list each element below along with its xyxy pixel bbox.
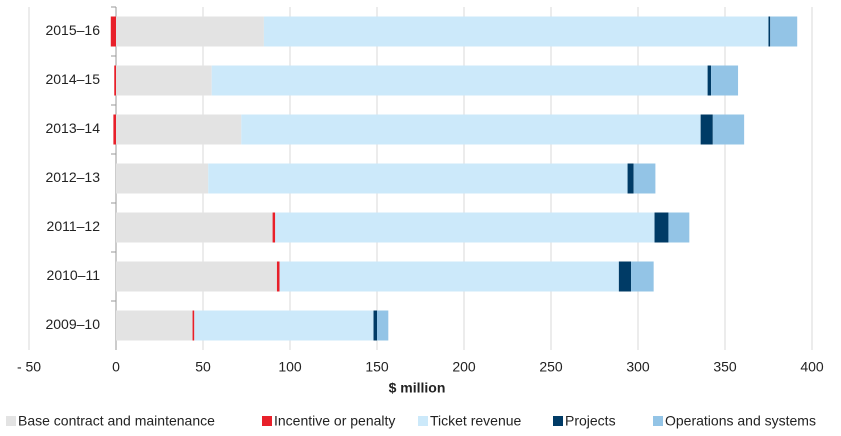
bar-segment xyxy=(113,114,116,145)
legend-swatch xyxy=(6,416,16,426)
bar-segment xyxy=(116,65,212,96)
bar-segment xyxy=(208,163,628,194)
x-tick-label: 150 xyxy=(365,359,389,375)
bar-segment xyxy=(668,212,690,243)
legend-label: Operations and systems xyxy=(665,413,816,429)
legend-swatch xyxy=(553,416,563,426)
legend-swatch xyxy=(418,416,428,426)
bar-segment xyxy=(110,16,116,47)
y-tick-label: 2009–10 xyxy=(45,316,100,332)
bar-segment xyxy=(192,310,195,341)
x-tick-label: 250 xyxy=(539,359,563,375)
x-tick-label: 350 xyxy=(713,359,737,375)
x-tick-label: 300 xyxy=(626,359,650,375)
bar-segment xyxy=(373,310,377,341)
bar-segment xyxy=(377,310,389,341)
x-axis-label: $ million xyxy=(389,380,446,396)
bar-segment xyxy=(116,163,209,194)
y-tick-label: 2011–12 xyxy=(47,218,101,234)
x-tick-label: 50 xyxy=(195,359,211,375)
bar-segment xyxy=(116,212,273,243)
bar-segment xyxy=(633,163,656,194)
legend-label: Projects xyxy=(565,413,616,429)
bar-segment xyxy=(263,16,769,47)
legend-swatch xyxy=(262,416,272,426)
bar-segment xyxy=(114,65,116,96)
bar-segment xyxy=(631,261,654,292)
bar-segment xyxy=(116,310,193,341)
bar-segment xyxy=(627,163,634,194)
bar-segment xyxy=(770,16,798,47)
bar-segment xyxy=(711,65,739,96)
x-tick-label: 0 xyxy=(112,359,120,375)
legend-label: Incentive or penalty xyxy=(274,413,395,429)
x-tick-label: 200 xyxy=(452,359,476,375)
x-tick-label: - 50 xyxy=(17,359,41,375)
bar-segment xyxy=(194,310,374,341)
bar-segment xyxy=(211,65,708,96)
bar-segment xyxy=(275,212,655,243)
y-tick-label: 2010–11 xyxy=(47,267,101,283)
y-tick-label: 2015–16 xyxy=(45,22,100,38)
bar-segment xyxy=(279,261,619,292)
bar-segment xyxy=(707,65,712,96)
bar-segment xyxy=(768,16,771,47)
legend-label: Base contract and maintenance xyxy=(18,413,215,429)
bar-segment xyxy=(276,261,280,292)
y-tick-label: 2013–14 xyxy=(45,120,100,136)
legend-label: Ticket revenue xyxy=(430,413,522,429)
legend-swatch xyxy=(653,416,663,426)
bar-segment xyxy=(116,114,242,145)
y-tick-label: 2012–13 xyxy=(45,169,100,185)
x-tick-label: 100 xyxy=(278,359,302,375)
bar-segment xyxy=(654,212,669,243)
bar-segment xyxy=(116,261,277,292)
bar-segment xyxy=(241,114,701,145)
y-tick-label: 2014–15 xyxy=(45,71,100,87)
bar-segment xyxy=(116,16,264,47)
bar-segment xyxy=(700,114,713,145)
x-tick-label: 400 xyxy=(800,359,824,375)
bar-segment xyxy=(712,114,745,145)
bar-segment xyxy=(618,261,632,292)
bar-segment xyxy=(272,212,276,243)
